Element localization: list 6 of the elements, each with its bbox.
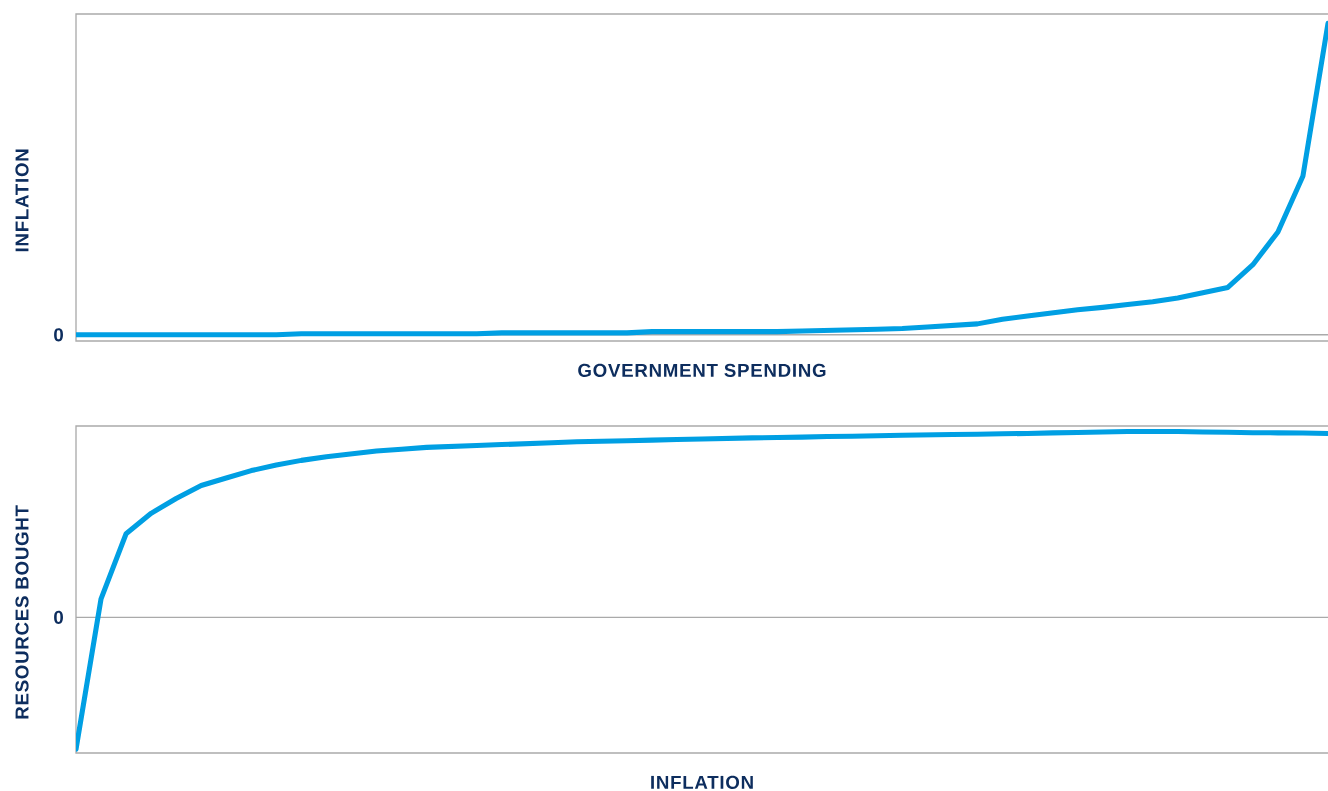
- x-axis-title: INFLATION: [651, 775, 753, 789]
- x-axis-title: GOVERNMENT SPENDING: [578, 363, 826, 377]
- ref-line-label: 0: [54, 610, 63, 624]
- y-axis-title: INFLATION: [15, 149, 29, 252]
- y-axis-title: RESOURCES BOUGHT: [15, 505, 29, 719]
- ref-line-label: 0: [54, 328, 63, 342]
